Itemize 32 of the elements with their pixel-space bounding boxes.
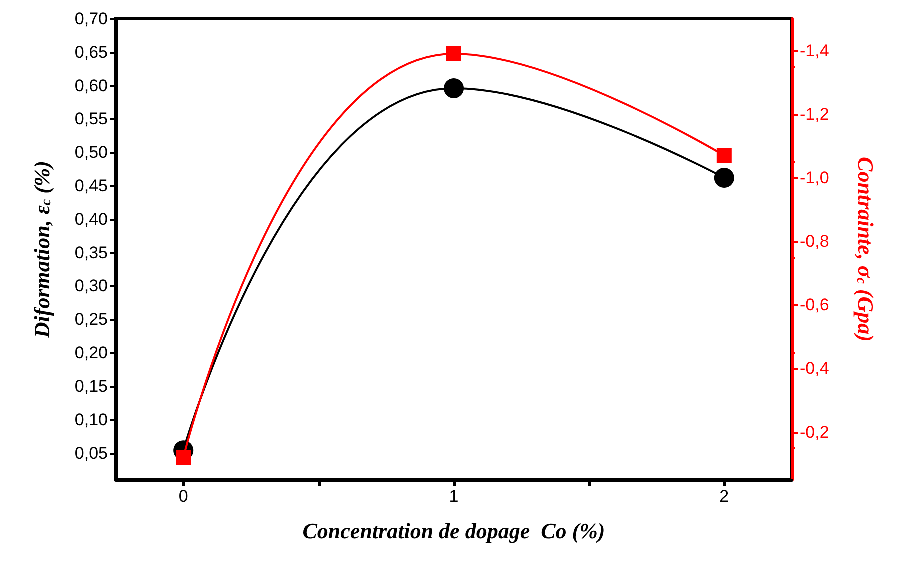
y-tick-label: 0,35 — [74, 243, 108, 262]
y2-tick-label: -1,4 — [800, 41, 830, 60]
y-tick-label: 0,45 — [74, 176, 108, 196]
y2-axis-title: Contrainte, σc (Gpa) — [854, 157, 878, 342]
y2-tick-label: -0,8 — [800, 232, 830, 252]
y2-tick-label: -0,2 — [800, 422, 830, 442]
y2-tick-label: -1,2 — [800, 104, 830, 124]
y-tick-label: 0,40 — [74, 210, 108, 229]
y-tick-label: 0,60 — [74, 76, 108, 96]
point — [176, 450, 192, 466]
y-tick-label: 0,30 — [74, 276, 108, 296]
x-tick-label: 1 — [449, 487, 459, 506]
y-tick-label: 0,10 — [74, 410, 108, 430]
y-tick-label: 0,70 — [74, 10, 108, 28]
y-tick-label: 0,50 — [74, 143, 108, 162]
x-tick-label: 2 — [720, 487, 730, 506]
x-axis-title: Concentration de dopage Co (%) — [302, 518, 606, 544]
y-tick-label: 0,20 — [74, 344, 108, 363]
y-tick-label: 0,05 — [74, 444, 108, 463]
y-axis-title: Diformation, εc (%) — [30, 160, 54, 340]
point — [716, 148, 732, 164]
y-tick-label: 0,25 — [74, 310, 108, 330]
y2-tick-label: -0,4 — [800, 359, 830, 378]
point — [444, 78, 464, 98]
point — [446, 46, 462, 62]
y2-tick-label: -1,0 — [800, 168, 830, 188]
y2-tick-label: -0,6 — [800, 296, 830, 315]
point — [714, 168, 734, 188]
y-tick-label: 0,15 — [74, 376, 108, 396]
x-tick-label: 0 — [178, 487, 188, 506]
y-tick-label: 0,65 — [74, 42, 108, 62]
y-tick-label: 0,55 — [74, 110, 108, 129]
